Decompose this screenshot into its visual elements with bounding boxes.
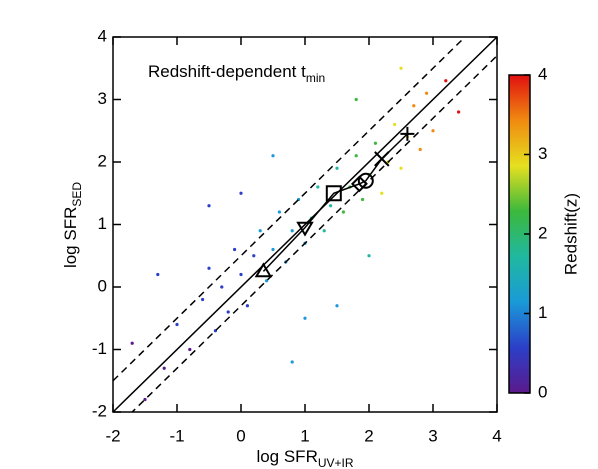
point [393, 122, 397, 127]
x-tick-label: 1 [300, 426, 309, 445]
x-tick-label: 2 [364, 426, 373, 445]
point [226, 310, 230, 314]
point [354, 154, 358, 158]
point [322, 229, 326, 233]
y-tick-label: 0 [98, 276, 107, 295]
point [233, 247, 237, 252]
point [412, 104, 416, 108]
point [188, 347, 192, 352]
point [290, 229, 294, 233]
point [252, 254, 256, 258]
colorbar-tick-label: 3 [538, 144, 547, 163]
x-tick-label: -2 [105, 426, 120, 445]
point [130, 341, 134, 345]
x-tick-label: 0 [236, 426, 245, 445]
point [316, 185, 320, 189]
y-tick-label: -2 [92, 401, 107, 420]
x-tick-label: -1 [169, 426, 184, 445]
point [399, 66, 403, 70]
median-marker [400, 126, 415, 141]
colorbar-tick-label: 0 [538, 382, 547, 401]
point [329, 204, 333, 208]
reference-line [131, 55, 497, 412]
point [457, 110, 461, 114]
x-tick-label: 4 [492, 426, 501, 445]
y-tick-label: 3 [98, 89, 107, 108]
point [277, 210, 281, 214]
point [380, 191, 384, 195]
point [258, 229, 262, 233]
point [425, 91, 429, 95]
point [418, 147, 422, 152]
point [431, 129, 435, 133]
median-marker [374, 151, 390, 167]
colorbar-tick-label: 4 [538, 64, 547, 83]
point [361, 197, 365, 202]
point [303, 316, 307, 320]
point [373, 141, 377, 145]
reference-line [113, 37, 497, 412]
point [245, 304, 249, 308]
point [335, 166, 339, 170]
point [162, 366, 166, 370]
point [354, 97, 358, 102]
point [335, 304, 339, 308]
point [156, 272, 160, 277]
point [201, 297, 205, 302]
point [399, 166, 403, 170]
x-tick-label: 3 [428, 426, 437, 445]
y-tick-label: 4 [98, 26, 107, 45]
point [175, 322, 179, 327]
point [271, 247, 275, 252]
median-marker [296, 221, 314, 237]
point [290, 360, 294, 364]
annotation: Redshift-dependent tmin [148, 62, 325, 85]
median-marker [254, 262, 273, 278]
reference-line [113, 37, 467, 382]
point [143, 397, 147, 402]
colorbar-tick-label: 1 [538, 303, 547, 322]
colorbar-label: Redshift(z) [561, 193, 580, 275]
point [207, 204, 211, 208]
y-tick-label: -1 [92, 339, 107, 358]
point [239, 272, 243, 277]
point [341, 210, 345, 214]
median-marker [350, 175, 368, 193]
median-marker [357, 172, 374, 189]
point [271, 154, 275, 158]
point [265, 279, 269, 283]
point [367, 254, 371, 258]
y-tick-label: 1 [98, 214, 107, 233]
point [207, 266, 211, 270]
x-axis-label: log SFRUV+IR [256, 447, 353, 469]
colorbar-tick-label: 2 [538, 223, 547, 242]
median-marker [325, 185, 342, 202]
point [239, 191, 243, 195]
point [220, 285, 224, 289]
point [444, 79, 448, 83]
y-axis-label: log SFRSED [61, 182, 84, 268]
y-tick-label: 2 [98, 151, 107, 170]
